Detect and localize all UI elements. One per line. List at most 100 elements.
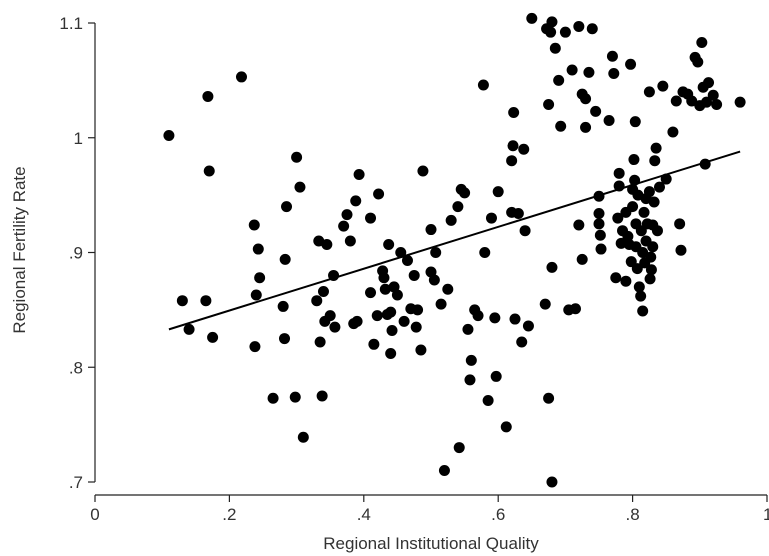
data-point [675,244,687,256]
data-point [385,347,397,359]
data-point [462,323,474,335]
data-point [546,476,558,488]
data-point [644,273,656,285]
data-point [518,143,530,155]
data-point [281,201,293,213]
data-point [509,313,521,325]
data-point [657,80,669,92]
data-point [696,37,708,49]
data-point [417,165,429,177]
data-point [321,238,333,250]
data-point [351,315,363,327]
data-point [508,107,520,119]
x-tick-label: .8 [626,505,640,524]
data-point [398,315,410,327]
data-point [464,374,476,386]
data-point [254,272,266,284]
data-point [267,392,279,404]
y-tick-label: 1 [74,129,83,148]
data-point [485,212,497,224]
data-point [500,421,512,433]
data-point [350,195,362,207]
data-point [545,26,557,38]
x-axis-ticks: 0 .2 .4 .6 .8 1 [90,495,769,524]
y-axis-title: Regional Fertility Rate [10,166,29,333]
data-point [613,167,625,179]
data-point [629,116,641,128]
data-point [435,298,447,310]
data-point [576,253,588,265]
data-point [573,219,585,231]
data-point [277,300,289,312]
scatter-points [163,12,746,488]
data-point [559,26,571,38]
data-point [546,261,558,273]
data-point [645,251,657,263]
data-point [593,207,605,219]
data-point [507,140,519,152]
data-point [686,95,698,107]
data-point [202,90,214,102]
x-tick-label: .2 [222,505,236,524]
data-point [670,95,682,107]
data-point [452,201,464,213]
data-point [365,212,377,224]
data-point [637,305,649,317]
data-point [638,206,650,218]
data-point [479,247,491,258]
data-point [569,303,581,315]
data-point [653,181,665,193]
data-point [648,196,660,208]
x-tick-label: 1 [763,505,769,524]
data-point [583,66,595,78]
data-point [633,281,645,293]
data-point [555,120,567,132]
data-point [516,336,528,348]
data-point [649,155,661,167]
data-point [289,391,301,403]
x-tick-label: .6 [491,505,505,524]
data-point [472,310,484,322]
data-point [707,89,719,101]
data-point [590,105,602,117]
data-point [385,306,397,318]
data-point [235,71,247,83]
data-point [415,344,427,356]
data-point [701,96,713,108]
data-point [353,168,365,180]
data-point [317,286,329,298]
data-point [594,229,606,241]
data-point [442,283,454,295]
data-point [692,56,704,68]
data-point [647,241,659,253]
data-point [391,289,403,301]
data-point [606,50,618,62]
data-point [519,225,531,237]
data-point [291,151,303,163]
data-point [512,207,524,219]
data-point [401,255,413,267]
data-point [465,354,477,366]
data-point [430,247,442,258]
data-point [163,129,175,141]
data-point [250,289,262,301]
data-point [316,390,328,402]
data-point [650,142,662,154]
data-point [459,187,471,199]
data-point [667,126,679,138]
data-point [526,12,538,24]
data-point [546,16,558,28]
data-point [249,341,261,353]
data-point [200,295,212,307]
data-point [408,269,420,281]
data-point [379,283,391,295]
data-point [593,218,605,230]
data-point [425,224,437,236]
data-point [734,96,746,108]
linear-fit-line [168,150,741,331]
data-point [703,77,715,89]
data-point [311,295,323,307]
data-point [338,220,350,232]
data-point [453,442,465,454]
data-point [279,333,291,345]
